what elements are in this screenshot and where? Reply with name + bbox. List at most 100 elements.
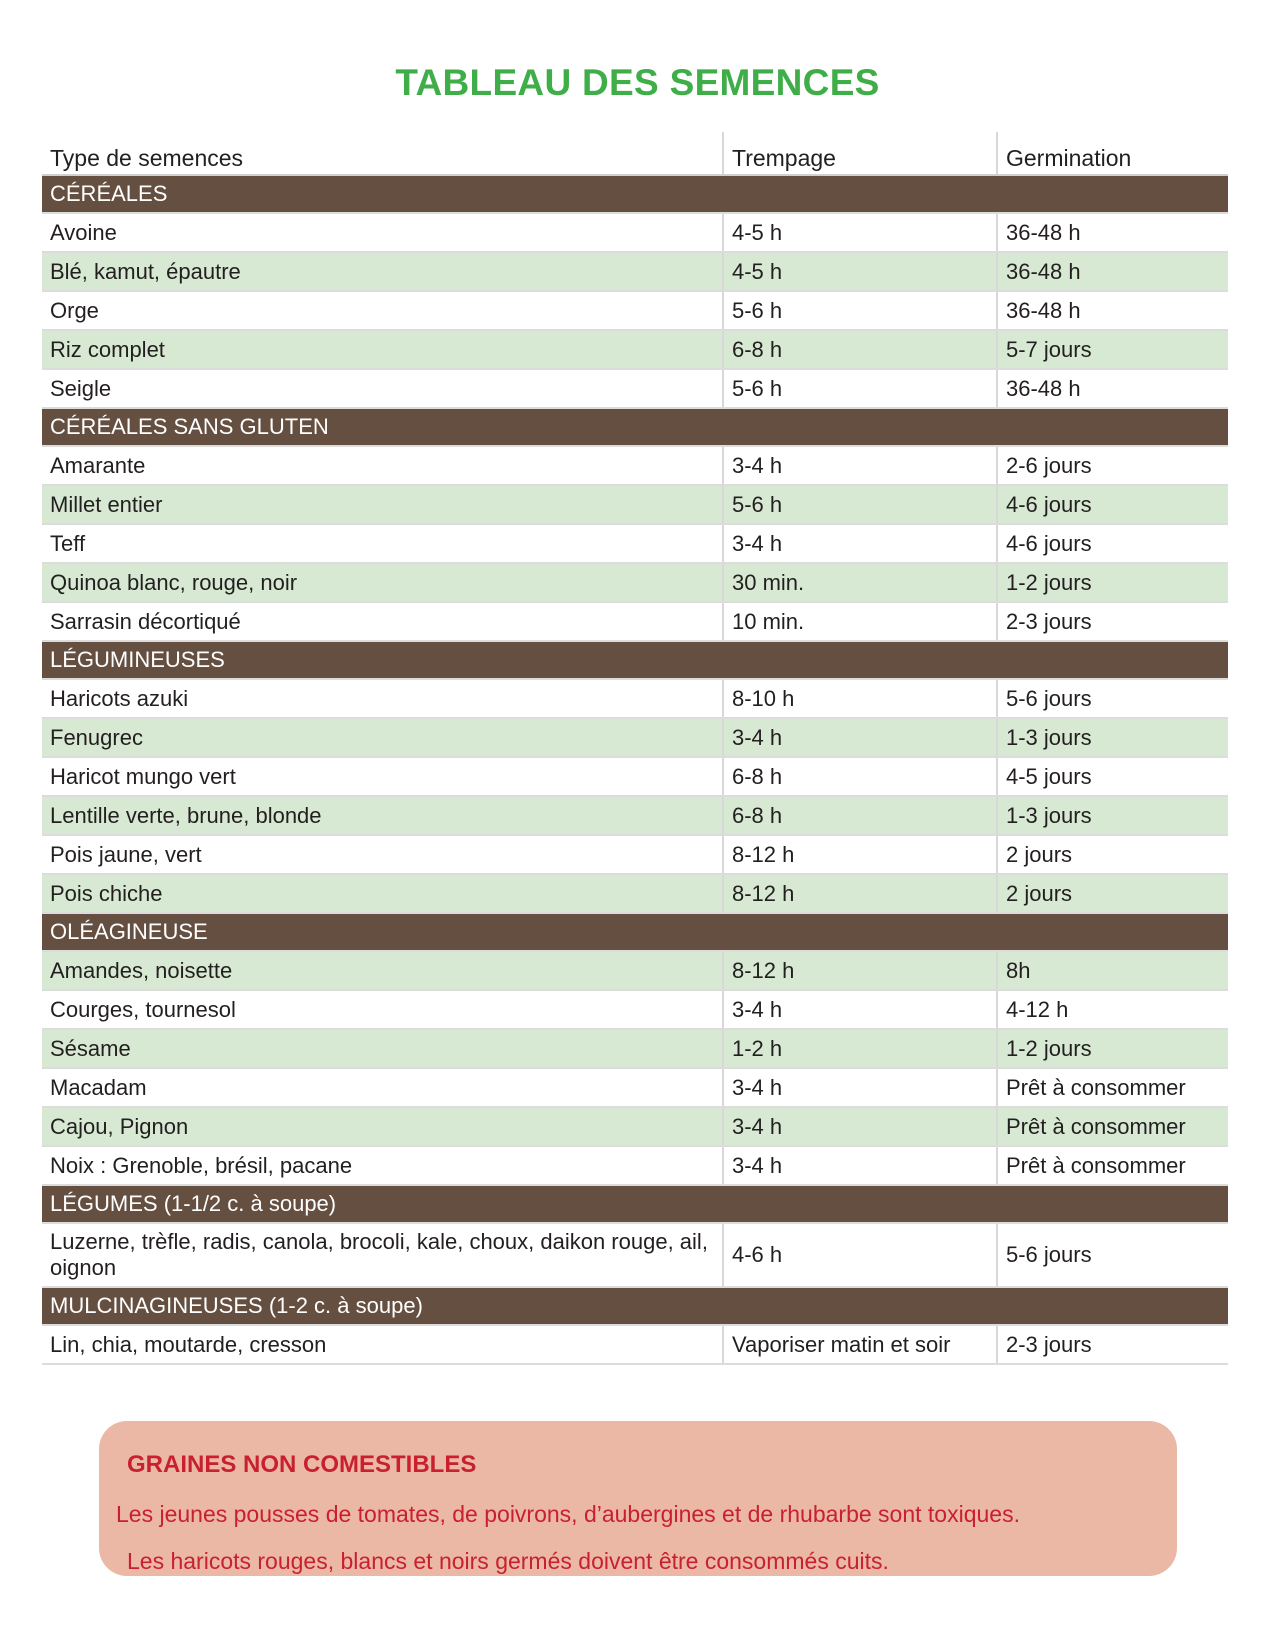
germination-cell: 5-6 jours <box>996 1223 1228 1288</box>
trempage-cell: 3-4 h <box>722 990 997 1030</box>
germination-cell: 36-48 h <box>996 291 1228 331</box>
germination-cell: 36-48 h <box>996 213 1228 253</box>
seed-type-cell: Lin, chia, moutarde, cresson <box>42 1325 723 1365</box>
trempage-cell: 6-8 h <box>722 757 997 797</box>
seed-type-cell: Teff <box>42 524 723 564</box>
seed-type-cell: Courges, tournesol <box>42 990 723 1030</box>
table-row: Fenugrec 3-4 h 1-3 jours <box>42 718 1228 758</box>
table-header-row: Type de semences Trempage Germination <box>42 132 1228 176</box>
trempage-cell: 3-4 h <box>722 1107 997 1147</box>
germination-cell: 2-3 jours <box>996 602 1228 642</box>
seed-type-cell: Blé, kamut, épautre <box>42 252 723 292</box>
seed-type-cell: Luzerne, trèfle, radis, canola, brocoli,… <box>42 1223 723 1288</box>
section-row: OLÉAGINEUSE <box>42 913 1228 952</box>
trempage-cell: 8-12 h <box>722 874 997 914</box>
section-label: OLÉAGINEUSE <box>42 913 1228 952</box>
trempage-cell: 5-6 h <box>722 485 997 525</box>
table-row: Cajou, Pignon 3-4 h Prêt à consommer <box>42 1107 1228 1147</box>
germination-cell: 2 jours <box>996 835 1228 875</box>
germination-cell: 8h <box>996 951 1228 991</box>
seed-type-cell: Pois chiche <box>42 874 723 914</box>
seed-type-cell: Sésame <box>42 1029 723 1069</box>
section-row: CÉRÉALES SANS GLUTEN <box>42 408 1228 447</box>
germination-cell: Prêt à consommer <box>996 1107 1228 1147</box>
seed-type-cell: Haricot mungo vert <box>42 757 723 797</box>
warning-box: GRAINES NON COMESTIBLES Les jeunes pouss… <box>99 1421 1177 1576</box>
seed-type-cell: Sarrasin décortiqué <box>42 602 723 642</box>
section-label: CÉRÉALES <box>42 175 1228 214</box>
section-label: MULCINAGINEUSES (1-2 c. à soupe) <box>42 1287 1228 1326</box>
germination-cell: 4-6 jours <box>996 485 1228 525</box>
table-row: Avoine 4-5 h 36-48 h <box>42 213 1228 253</box>
table-row: Haricots azuki 8-10 h 5-6 jours <box>42 679 1228 719</box>
germination-cell: 2 jours <box>996 874 1228 914</box>
trempage-cell: 3-4 h <box>722 1146 997 1186</box>
seed-type-cell: Cajou, Pignon <box>42 1107 723 1147</box>
seed-type-cell: Amandes, noisette <box>42 951 723 991</box>
section-label: LÉGUMES (1-1/2 c. à soupe) <box>42 1185 1228 1224</box>
header-type: Type de semences <box>42 132 723 176</box>
warning-title: GRAINES NON COMESTIBLES <box>127 1451 477 1478</box>
section-row: MULCINAGINEUSES (1-2 c. à soupe) <box>42 1287 1228 1326</box>
germination-cell: 36-48 h <box>996 369 1228 409</box>
germination-cell: Prêt à consommer <box>996 1146 1228 1186</box>
trempage-cell: 3-4 h <box>722 446 997 486</box>
table-row: Haricot mungo vert 6-8 h 4-5 jours <box>42 757 1228 797</box>
section-label: CÉRÉALES SANS GLUTEN <box>42 408 1228 447</box>
germination-cell: 2-6 jours <box>996 446 1228 486</box>
germination-cell: 1-2 jours <box>996 1029 1228 1069</box>
seed-type-cell: Noix : Grenoble, brésil, pacane <box>42 1146 723 1186</box>
table-row: Riz complet 6-8 h 5-7 jours <box>42 330 1228 370</box>
seed-type-cell: Macadam <box>42 1068 723 1108</box>
seed-type-cell: Riz complet <box>42 330 723 370</box>
seed-type-cell: Pois jaune, vert <box>42 835 723 875</box>
section-row: LÉGUMINEUSES <box>42 641 1228 680</box>
germination-cell: 2-3 jours <box>996 1325 1228 1365</box>
table-row: Lentille verte, brune, blonde 6-8 h 1-3 jo… <box>42 796 1228 836</box>
table-row: Quinoa blanc, rouge, noir 30 min. 1-2 jour… <box>42 563 1228 603</box>
seed-type-cell: Quinoa blanc, rouge, noir <box>42 563 723 603</box>
trempage-cell: 1-2 h <box>722 1029 997 1069</box>
table-row: Sésame 1-2 h 1-2 jours <box>42 1029 1228 1069</box>
seed-type-cell: Lentille verte, brune, blonde <box>42 796 723 836</box>
trempage-cell: 3-4 h <box>722 1068 997 1108</box>
germination-cell: 1-2 jours <box>996 563 1228 603</box>
page-title: TABLEAU DES SEMENCES <box>395 62 880 103</box>
table-row: Noix : Grenoble, brésil, pacane 3-4 h Prêt… <box>42 1146 1228 1186</box>
table-row: Macadam 3-4 h Prêt à consommer <box>42 1068 1228 1108</box>
germination-cell: 4-5 jours <box>996 757 1228 797</box>
trempage-cell: 30 min. <box>722 563 997 603</box>
table-row: Amandes, noisette 8-12 h 8h <box>42 951 1228 991</box>
trempage-cell: 3-4 h <box>722 524 997 564</box>
seed-type-cell: Millet entier <box>42 485 723 525</box>
section-row: CÉRÉALES <box>42 175 1228 214</box>
germination-cell: 1-3 jours <box>996 796 1228 836</box>
trempage-cell: 5-6 h <box>722 369 997 409</box>
header-trempage: Trempage <box>722 132 997 176</box>
seed-type-cell: Amarante <box>42 446 723 486</box>
germination-cell: 5-6 jours <box>996 679 1228 719</box>
seed-type-cell: Seigle <box>42 369 723 409</box>
trempage-cell: 6-8 h <box>722 330 997 370</box>
trempage-cell: 8-12 h <box>722 835 997 875</box>
germination-cell: 5-7 jours <box>996 330 1228 370</box>
table-row: Amarante 3-4 h 2-6 jours <box>42 446 1228 486</box>
trempage-cell: 4-6 h <box>722 1223 997 1288</box>
table-row: Teff 3-4 h 4-6 jours <box>42 524 1228 564</box>
header-germination: Germination <box>996 132 1228 176</box>
seed-type-cell: Haricots azuki <box>42 679 723 719</box>
table-row: Courges, tournesol 3-4 h 4-12 h <box>42 990 1228 1030</box>
germination-cell: 36-48 h <box>996 252 1228 292</box>
table-row: Blé, kamut, épautre 4-5 h 36-48 h <box>42 252 1228 292</box>
table-row: Orge 5-6 h 36-48 h <box>42 291 1228 331</box>
germination-cell: 4-12 h <box>996 990 1228 1030</box>
trempage-cell: 4-5 h <box>722 213 997 253</box>
trempage-cell: 8-12 h <box>722 951 997 991</box>
trempage-cell: 5-6 h <box>722 291 997 331</box>
trempage-cell: 8-10 h <box>722 679 997 719</box>
table-row: Lin, chia, moutarde, cresson Vaporiser ma… <box>42 1325 1228 1365</box>
section-label: LÉGUMINEUSES <box>42 641 1228 680</box>
table-row: Luzerne, trèfle, radis, canola, brocoli,… <box>42 1223 1228 1288</box>
